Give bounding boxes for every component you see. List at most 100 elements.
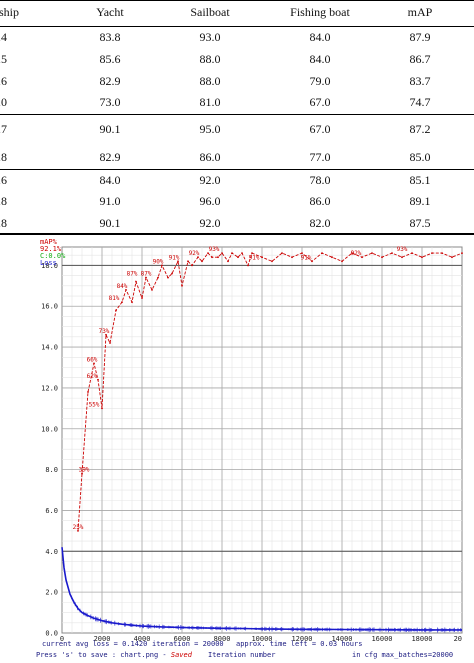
header-yacht: Yacht [96,5,124,19]
map-point [197,256,199,259]
map-point-label: 87% [141,271,152,278]
map-point [421,256,423,259]
map-point [207,252,209,255]
y-tick-label: 0.0 [45,630,58,638]
cell: 84.8 [0,150,7,164]
map-point [121,301,123,304]
map-point [115,309,117,312]
table-row: 86.7 90.1 95.0 67.0 87.2 [0,119,474,139]
map-point [351,252,353,255]
map-point [341,260,343,263]
cell: 96.0 [199,194,221,208]
x-tick-label: 6000 [174,635,191,643]
map-point [331,256,333,259]
y-tick-label: 16.0 [41,303,58,311]
cell: 77.0 [309,150,331,164]
header-sailboat: Sailboat [190,5,230,19]
table-group-rule [0,169,474,170]
table-row: 89.5 85.6 88.0 84.0 86.7 [0,49,474,69]
cell: 87.2 [409,122,431,136]
x-tick-label: 4000 [134,635,151,643]
cell: 84.0 [99,173,121,187]
map-point-label: 93% [209,246,220,253]
table-row: 87.6 82.9 88.0 79.0 83.7 [0,71,474,91]
map-point [135,280,137,283]
cell: 78.0 [309,173,331,187]
map-point [191,264,193,267]
map-line [77,252,463,531]
x-tick-label: 12000 [291,635,312,643]
map-point-label: 84% [117,283,128,290]
map-point [161,264,163,267]
map-point [151,288,153,291]
x-tick-label: 2000 [94,635,111,643]
map-point [131,301,133,304]
map-point-label: 25% [73,524,84,531]
map-point-label: 66% [87,356,98,363]
header-fishing-boat: Fishing boat [290,5,350,19]
cell: 89.1 [409,194,431,208]
cell: 86.7 [0,122,7,136]
map-point [247,264,249,267]
table-header-row: se ship Yacht Sailboat Fishing boat mAP [0,2,474,22]
avg-loss-text: current avg loss = 0.1420 [42,640,148,648]
cell: 67.0 [309,95,331,109]
cell: 83.8 [0,194,7,208]
cell: 91.0 [99,194,121,208]
map-point [281,252,283,255]
map-point [271,260,273,263]
x-tick-label: 0 [60,635,64,643]
cell: 86.0 [309,194,331,208]
max-batches-text: in cfg max_batches=20000 [352,651,454,659]
map-point [371,252,373,255]
map-point [241,252,243,255]
save-hint-text: Press 's' to save : chart.png - Saved [36,651,192,659]
map-point [431,252,433,255]
cell: 90.1 [99,216,121,230]
map-point [451,256,453,259]
table-row: 91.4 83.8 93.0 84.0 87.9 [0,27,474,47]
x-tick-label: 10000 [251,635,272,643]
map-point [125,288,127,291]
map-point [227,260,229,263]
cell: 87.9 [409,30,431,44]
map-point [187,260,189,263]
map-point [361,256,363,259]
map-point [145,276,147,279]
map-point [171,272,173,275]
map-point [381,256,383,259]
y-tick-label: 2.0 [45,589,58,597]
map-point [321,252,323,255]
map-point [157,276,159,279]
map-point [461,252,463,255]
y-tick-label: 18.0 [41,262,58,270]
map-point [201,260,203,263]
cell: 95.0 [199,122,221,136]
cell: 91.4 [0,30,7,44]
cell: 89.5 [0,52,7,66]
table-group-rule [0,114,474,115]
map-point [301,252,303,255]
y-tick-label: 10.0 [41,425,58,433]
x-tick-label: 14000 [331,635,352,643]
chart-canvas: 18.0 16.0 14.0 12.0 10.0 8.0 6.0 4.0 2.0 0.00 2000… [40,238,463,643]
cell: 79.0 [309,74,331,88]
map-point [181,284,183,287]
map-point [217,256,219,259]
legend-entry: C:0.0% [40,252,66,260]
map-point [251,252,253,255]
map-point [261,256,263,259]
x-tick-label: 16000 [371,635,392,643]
map-point [411,252,413,255]
header-map: mAP [407,5,433,19]
table-bottom-rule [0,233,474,235]
cell: 88.0 [199,52,221,66]
cell: 92.0 [199,173,221,187]
map-point [291,256,293,259]
cell: 81.0 [199,95,221,109]
cell: 87.6 [0,74,7,88]
map-point-label: 62% [87,373,98,380]
cell: 84.0 [309,30,331,44]
loss-noise [67,586,462,633]
map-point-label: 93% [397,246,408,253]
